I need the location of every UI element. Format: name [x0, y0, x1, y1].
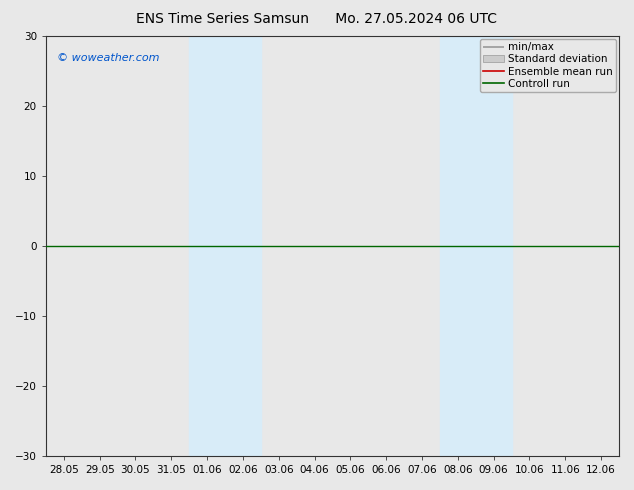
Legend: min/max, Standard deviation, Ensemble mean run, Controll run: min/max, Standard deviation, Ensemble me…: [480, 39, 616, 92]
Text: © woweather.com: © woweather.com: [57, 53, 160, 63]
Text: ENS Time Series Samsun      Mo. 27.05.2024 06 UTC: ENS Time Series Samsun Mo. 27.05.2024 06…: [136, 12, 498, 26]
Bar: [440, 36, 512, 456]
Bar: [189, 36, 261, 456]
